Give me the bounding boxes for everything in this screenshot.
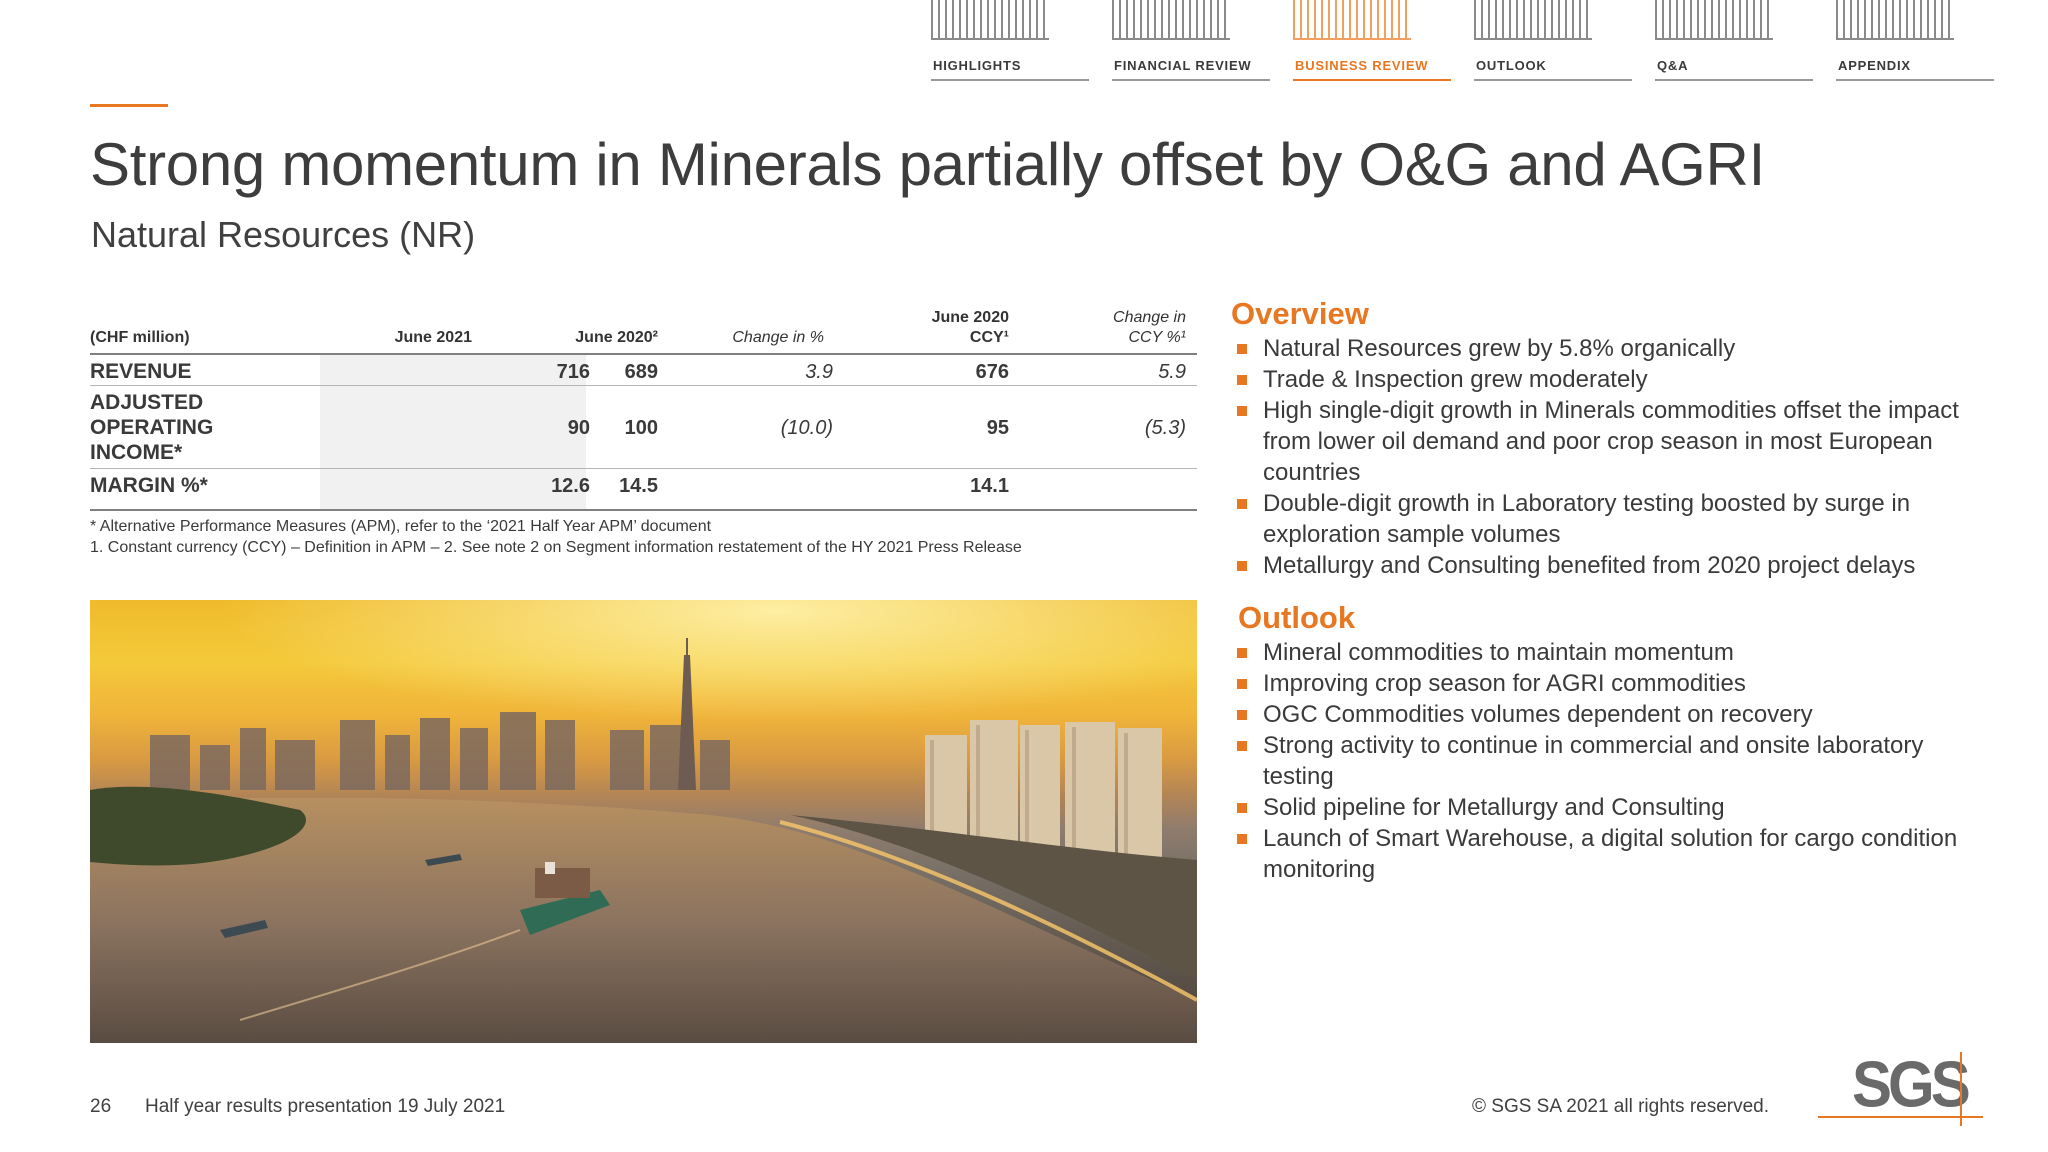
cell-aoi-june-2021: 90 xyxy=(567,417,590,439)
sgs-logo-text: SGS xyxy=(1852,1048,1971,1121)
outlook-bullet: Mineral commodities to maintain momentum xyxy=(1234,637,1974,668)
page-number: 26 xyxy=(90,1096,112,1117)
nav-underline xyxy=(1474,79,1632,81)
nav-tab-highlights[interactable]: HIGHLIGHTS xyxy=(931,0,1089,82)
column-header-june-2020: June 2020² xyxy=(575,329,658,346)
table-row-rule xyxy=(90,468,1197,469)
overview-bullet: High single-digit growth in Minerals com… xyxy=(1234,395,1974,488)
table-header-rule xyxy=(90,353,1197,355)
nav-ticks-decoration xyxy=(1655,0,1773,40)
column-header-june-2020-ccy-line1: June 2020 xyxy=(931,309,1009,326)
nav-tab-label: BUSINESS REVIEW xyxy=(1295,58,1429,73)
cell-revenue-ccy: 676 xyxy=(975,361,1009,383)
outlook-bullet: Solid pipeline for Metallurgy and Consul… xyxy=(1234,792,1974,823)
presentation-title: Half year results presentation 19 July 2… xyxy=(145,1096,506,1117)
nav-tab-label: FINANCIAL REVIEW xyxy=(1114,58,1252,73)
logo-vertical-bar xyxy=(1960,1052,1962,1126)
overview-bullet-list: Natural Resources grew by 5.8% organical… xyxy=(1234,333,1974,581)
cell-margin-june-2021: 12.6 xyxy=(551,475,590,497)
nav-tab-appendix[interactable]: APPENDIX xyxy=(1836,0,1994,82)
column-header-june-2021: June 2021 xyxy=(394,329,472,346)
footnote-apm: * Alternative Performance Measures (APM)… xyxy=(90,518,712,535)
june-2021-column-shade xyxy=(320,354,586,510)
column-header-change-ccy-line1: Change in xyxy=(1113,309,1186,326)
nav-tab-outlook[interactable]: OUTLOOK xyxy=(1474,0,1632,82)
page-title: Strong momentum in Minerals partially of… xyxy=(90,131,1765,198)
nav-underline xyxy=(1293,79,1451,81)
row-label-adjusted-operating-income-line3: INCOME* xyxy=(90,441,183,464)
cell-aoi-change: (10.0) xyxy=(780,417,833,439)
overview-bullet: Metallurgy and Consulting benefited from… xyxy=(1234,550,1974,581)
row-label-adjusted-operating-income: ADJUSTED xyxy=(90,391,204,414)
overview-bullet: Double-digit growth in Laboratory testin… xyxy=(1234,488,1974,550)
nav-ticks-decoration xyxy=(1112,0,1230,40)
outlook-bullet: OGC Commodities volumes dependent on rec… xyxy=(1234,699,1974,730)
outlook-bullet: Improving crop season for AGRI commoditi… xyxy=(1234,668,1974,699)
outlook-heading: Outlook xyxy=(1238,600,1356,635)
nav-tab-label: Q&A xyxy=(1657,58,1689,73)
table-row-rule xyxy=(90,385,1197,386)
nav-ticks-decoration xyxy=(931,0,1049,40)
nav-tab-business-review[interactable]: BUSINESS REVIEW xyxy=(1293,0,1451,82)
column-header-june-2020-ccy-line2: CCY¹ xyxy=(969,329,1009,346)
footnote-ccy: 1. Constant currency (CCY) – Definition … xyxy=(90,539,1022,556)
table-unit-label: (CHF million) xyxy=(90,329,190,346)
overview-bullet: Trade & Inspection grew moderately xyxy=(1234,364,1974,395)
outlook-bullet-list: Mineral commodities to maintain momentum… xyxy=(1234,637,1974,885)
nav-tab-qa[interactable]: Q&A xyxy=(1655,0,1813,82)
outlook-bullet: Launch of Smart Warehouse, a digital sol… xyxy=(1234,823,1974,885)
outlook-bullet: Strong activity to continue in commercia… xyxy=(1234,730,1974,792)
nav-tab-label: APPENDIX xyxy=(1838,58,1911,73)
row-label-revenue: REVENUE xyxy=(90,360,192,383)
overview-bullet: Natural Resources grew by 5.8% organical… xyxy=(1234,333,1974,364)
photo-illustration xyxy=(90,600,1197,1043)
column-header-change-percent: Change in % xyxy=(732,329,824,346)
city-river-sunset-photo xyxy=(90,600,1197,1043)
cell-margin-ccy: 14.1 xyxy=(970,475,1009,497)
nav-ticks-decoration xyxy=(1474,0,1592,40)
overview-heading: Overview xyxy=(1231,296,1369,331)
cell-aoi-change-ccy: (5.3) xyxy=(1144,417,1186,439)
nav-ticks-decoration xyxy=(1836,0,1954,40)
page-subtitle: Natural Resources (NR) xyxy=(91,214,476,255)
cell-margin-june-2020: 14.5 xyxy=(619,475,658,497)
row-label-adjusted-operating-income-line2: OPERATING xyxy=(90,416,214,439)
cell-revenue-june-2020: 689 xyxy=(624,361,658,383)
nav-underline xyxy=(1112,79,1270,81)
nav-tab-label: HIGHLIGHTS xyxy=(933,58,1022,73)
title-accent-line xyxy=(90,104,168,107)
nav-underline xyxy=(1836,79,1994,81)
sgs-logo: SGS xyxy=(1818,1048,1983,1126)
copyright-notice: © SGS SA 2021 all rights reserved. xyxy=(1472,1096,1770,1117)
column-header-change-ccy-line2: CCY %¹ xyxy=(1128,329,1187,346)
cell-aoi-ccy: 95 xyxy=(986,417,1009,439)
nav-underline xyxy=(1655,79,1813,81)
row-label-margin: MARGIN %* xyxy=(90,474,208,497)
cell-aoi-june-2020: 100 xyxy=(624,417,658,439)
logo-horizontal-bar xyxy=(1818,1116,1983,1118)
cell-revenue-change: 3.9 xyxy=(805,361,833,383)
nav-tab-label: OUTLOOK xyxy=(1476,58,1547,73)
nav-ticks-decoration xyxy=(1293,0,1411,40)
nav-tab-financial-review[interactable]: FINANCIAL REVIEW xyxy=(1112,0,1270,82)
table-bottom-rule xyxy=(90,509,1197,511)
nav-underline xyxy=(931,79,1089,81)
cell-revenue-change-ccy: 5.9 xyxy=(1158,361,1186,383)
cell-revenue-june-2021: 716 xyxy=(556,361,590,383)
